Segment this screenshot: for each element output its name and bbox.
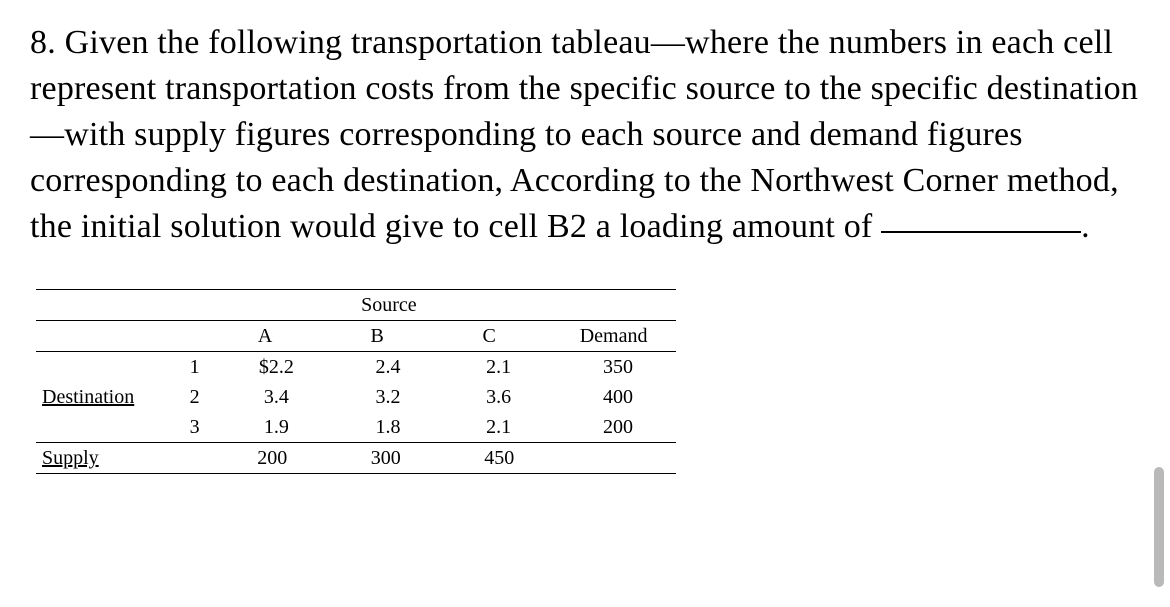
table-columns-row: A B C Demand [36,321,676,351]
cell-c1: 2.1 [449,352,560,382]
table-row: Destination 2 3.4 3.2 3.6 400 [36,382,676,412]
table-supply-row: Supply 200 300 450 [36,443,676,473]
question-period: . [1081,208,1090,245]
table-rule-bottom [36,473,676,474]
row-idx: 2 [163,382,226,412]
cell-c2: 3.6 [449,382,560,412]
source-header-cell: Source [335,290,442,320]
table-header-source: Source [36,290,676,320]
answer-blank[interactable] [881,231,1081,233]
transportation-tableau: Source A B C Demand 1 $2.2 2.4 [36,289,676,474]
demand-1: 350 [560,352,676,382]
scrollbar-thumb[interactable] [1154,467,1164,587]
demand-header-cell: Demand [551,321,676,351]
supply-label: Supply [36,443,159,473]
table-row: 1 $2.2 2.4 2.1 350 [36,352,676,382]
supply-c: 450 [448,443,561,473]
question-number: 8. [30,24,56,61]
cell-c3: 2.1 [449,412,560,442]
cell-a2: 3.4 [226,382,338,412]
cell-a1: $2.2 [226,352,338,382]
cell-b3: 1.8 [339,412,450,442]
col-label-c: C [439,321,551,351]
demand-2: 400 [560,382,676,412]
cell-b1: 2.4 [339,352,450,382]
table-row: 3 1.9 1.8 2.1 200 [36,412,676,442]
supply-b: 300 [335,443,448,473]
col-label-b: B [327,321,439,351]
question-text: 8. Given the following transportation ta… [30,20,1140,249]
row-idx: 1 [163,352,226,382]
row-idx: 3 [163,412,226,442]
cell-b2: 3.2 [339,382,450,412]
table-body: 1 $2.2 2.4 2.1 350 Destination 2 3.4 3.2… [36,352,676,442]
page: 8. Given the following transportation ta… [0,0,1170,607]
demand-3: 200 [560,412,676,442]
supply-a: 200 [221,443,334,473]
question-body: Given the following transportation table… [30,24,1138,245]
col-label-a: A [215,321,327,351]
cell-a3: 1.9 [226,412,338,442]
destination-label: Destination [36,382,163,412]
